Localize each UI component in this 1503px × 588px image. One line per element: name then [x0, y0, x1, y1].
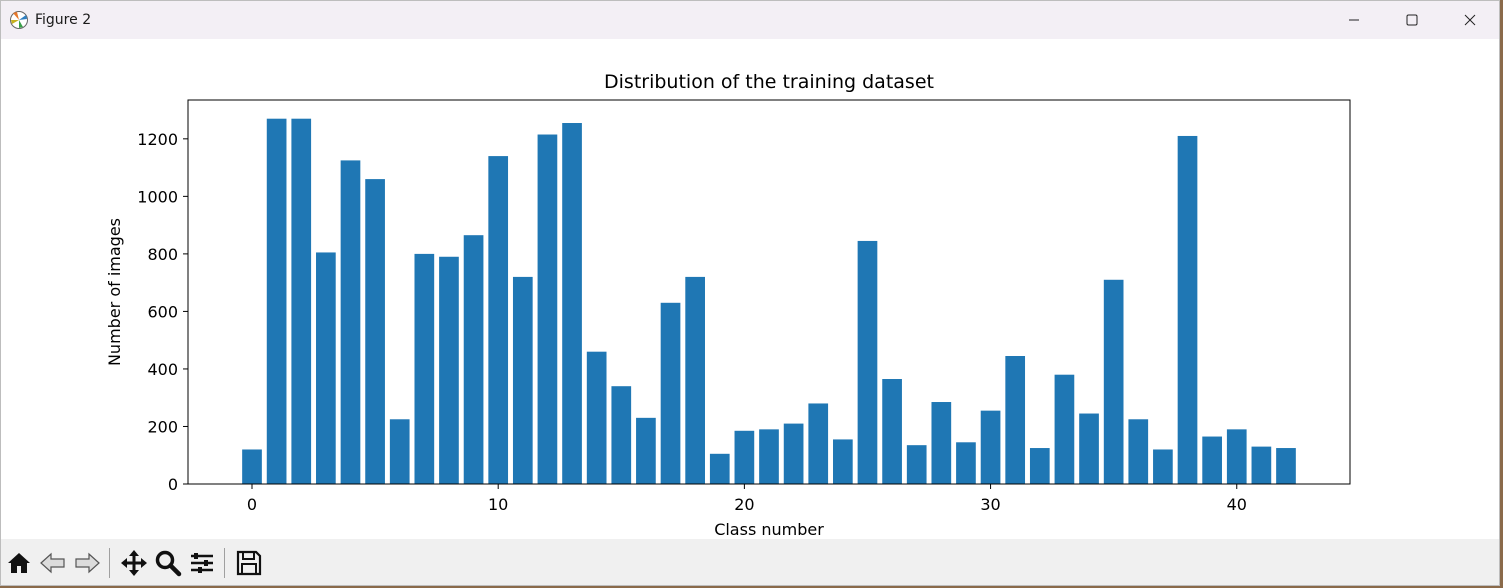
plot-frame [187, 99, 1351, 485]
y-tick-label: 200 [147, 417, 178, 436]
bar-class-2 [291, 118, 312, 484]
bar-class-19 [709, 453, 730, 484]
x-tick-label: 40 [1227, 495, 1247, 514]
bar-class-18 [685, 276, 705, 484]
bar-class-26 [882, 379, 902, 484]
y-tick-label: 400 [147, 360, 178, 379]
bar-class-31 [1005, 356, 1026, 484]
figure-canvas[interactable]: Distribution of the training dataset 0 10… [1, 39, 1499, 539]
back-icon [40, 552, 65, 574]
bar-class-3 [316, 252, 336, 484]
bar-class-11 [512, 276, 533, 484]
bar-class-16 [636, 417, 656, 484]
bar-class-9 [463, 235, 484, 484]
toolbar-separator [224, 548, 225, 578]
x-tick-label: 20 [734, 495, 754, 514]
y-tick-label: 1000 [137, 187, 178, 206]
bar-class-41 [1251, 446, 1272, 484]
minimize-icon [1349, 19, 1359, 21]
configure-subplots-icon [191, 553, 213, 573]
window-title: Figure 2 [35, 12, 92, 28]
bar-class-1 [266, 118, 287, 484]
close-icon [1464, 14, 1476, 26]
x-axis-label: Class number [714, 520, 824, 539]
x-tick-label: 10 [488, 495, 508, 514]
save-button[interactable] [233, 547, 265, 579]
bar-class-23 [808, 403, 829, 484]
bar-class-39 [1202, 436, 1222, 484]
x-tick-label: 30 [980, 495, 1000, 514]
matplotlib-icon [10, 11, 28, 29]
bar-class-15 [611, 386, 632, 484]
bar-class-8 [439, 256, 459, 484]
zoom-icon [155, 550, 182, 577]
bar-class-13 [562, 123, 582, 484]
maximize-icon [1406, 14, 1418, 26]
bar-class-7 [414, 253, 435, 484]
y-tick-label: 0 [168, 475, 178, 494]
bar-class-36 [1128, 419, 1149, 484]
bar-class-6 [389, 419, 410, 484]
bar-class-25 [857, 240, 878, 484]
bar-class-38 [1177, 135, 1198, 484]
title-bar: Figure 2 [1, 1, 1499, 39]
bar-class-14 [586, 351, 607, 484]
forward-button[interactable] [71, 547, 103, 579]
zoom-button[interactable] [152, 547, 184, 579]
bar-class-30 [980, 410, 1001, 484]
close-button[interactable] [1441, 1, 1499, 39]
bar-class-34 [1079, 413, 1099, 484]
bar-class-40 [1226, 429, 1247, 484]
configure-subplots-button[interactable] [186, 547, 218, 579]
forward-icon [75, 552, 100, 574]
bar-class-27 [906, 445, 927, 484]
toolbar-separator [109, 548, 110, 578]
pan-button[interactable] [118, 547, 150, 579]
bar-class-10 [488, 156, 509, 484]
bar-class-12 [537, 134, 558, 484]
bar-class-28 [931, 402, 952, 484]
home-button[interactable] [3, 547, 35, 579]
pan-icon [121, 550, 147, 576]
y-tick-label: 600 [147, 302, 178, 321]
bar-class-42 [1276, 448, 1296, 484]
bar-class-5 [365, 179, 385, 484]
maximize-button[interactable] [1383, 1, 1441, 39]
bar-class-37 [1153, 449, 1173, 484]
bar-class-29 [956, 442, 976, 484]
y-tick-label: 1200 [137, 130, 178, 149]
bar-class-22 [783, 423, 804, 484]
bar-class-35 [1103, 279, 1124, 484]
bar-class-4 [340, 160, 361, 484]
bar-class-24 [833, 439, 853, 484]
bar-chart: Distribution of the training dataset 0 10… [105, 71, 1351, 539]
bar-class-21 [759, 429, 779, 484]
save-icon [236, 550, 262, 576]
chart-title: Distribution of the training dataset [604, 71, 934, 93]
minimize-button[interactable] [1325, 1, 1383, 39]
back-button[interactable] [37, 547, 69, 579]
bar-class-33 [1054, 374, 1075, 484]
home-icon [8, 553, 30, 573]
navigation-toolbar [1, 539, 1499, 585]
bar-class-0 [242, 449, 262, 484]
bar-class-17 [660, 302, 681, 484]
x-tick-label: 0 [247, 495, 257, 514]
y-tick-label: 800 [147, 245, 178, 264]
bar-class-32 [1029, 448, 1050, 484]
bar-class-20 [734, 430, 755, 484]
y-axis-label: Number of images [105, 218, 124, 366]
